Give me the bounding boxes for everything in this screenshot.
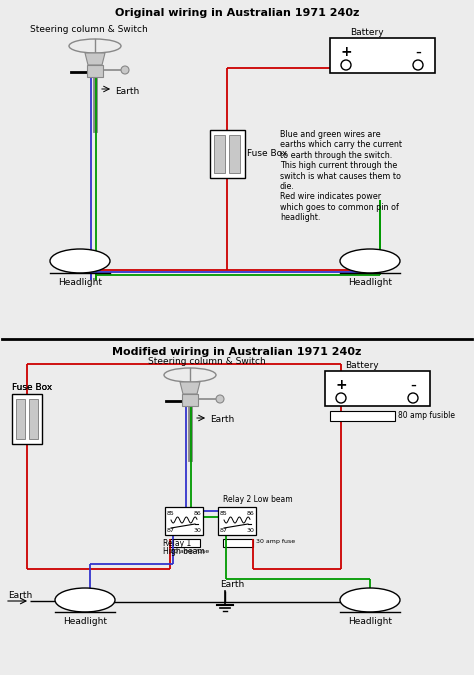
Bar [210, 130, 245, 178]
Text: Earth: Earth [210, 416, 234, 425]
Polygon shape [85, 53, 105, 65]
Bar [16, 399, 25, 439]
Text: 85: 85 [167, 511, 175, 516]
Text: Modified wiring in Australian 1971 240z: Modified wiring in Australian 1971 240z [112, 347, 362, 357]
Text: 30: 30 [246, 528, 254, 533]
Text: Battery: Battery [350, 28, 383, 37]
Bar [330, 38, 435, 73]
Ellipse shape [121, 66, 129, 74]
Ellipse shape [164, 368, 216, 382]
Polygon shape [180, 382, 200, 394]
Ellipse shape [50, 249, 110, 273]
Text: Headlight: Headlight [58, 278, 102, 287]
Text: 30 amp fuse: 30 amp fuse [256, 539, 295, 545]
Bar [87, 65, 103, 77]
Bar [170, 539, 200, 547]
Ellipse shape [340, 588, 400, 612]
Ellipse shape [340, 249, 400, 273]
Bar [12, 394, 42, 444]
Text: Battery: Battery [345, 361, 379, 370]
Bar [223, 539, 253, 547]
Text: 86: 86 [193, 511, 201, 516]
Bar [218, 507, 256, 535]
Ellipse shape [55, 588, 115, 612]
Text: High beam: High beam [163, 547, 205, 556]
Text: -: - [415, 43, 421, 61]
Bar [182, 394, 198, 406]
Text: Earth: Earth [8, 591, 32, 600]
Text: 30 amp fuse: 30 amp fuse [170, 549, 209, 554]
Text: Fuse Box: Fuse Box [247, 149, 287, 159]
Ellipse shape [69, 39, 121, 53]
Text: Steering column & Switch: Steering column & Switch [148, 357, 266, 366]
Text: Earth: Earth [115, 86, 139, 95]
Text: Steering column & Switch: Steering column & Switch [30, 25, 148, 34]
Text: Relay 2 Low beam: Relay 2 Low beam [223, 495, 292, 504]
Text: +: + [335, 378, 347, 392]
Bar [325, 371, 430, 406]
Text: 80 amp fusible: 80 amp fusible [398, 412, 455, 421]
Text: Blue and green wires are
earths which carry the current
to earth through the swi: Blue and green wires are earths which ca… [280, 130, 402, 222]
Text: Earth: Earth [220, 580, 244, 589]
Bar [165, 507, 203, 535]
Ellipse shape [341, 60, 351, 70]
Ellipse shape [336, 393, 346, 403]
Ellipse shape [408, 393, 418, 403]
Text: +: + [340, 45, 352, 59]
Text: -: - [410, 376, 416, 394]
Bar [214, 135, 225, 173]
Text: 87: 87 [220, 528, 228, 533]
Text: 87: 87 [167, 528, 175, 533]
Text: Fuse Box: Fuse Box [12, 383, 52, 392]
Ellipse shape [216, 395, 224, 403]
Text: 86: 86 [246, 511, 254, 516]
Text: Relay 1: Relay 1 [163, 539, 191, 548]
Bar [29, 399, 38, 439]
Text: Fuse Box: Fuse Box [12, 383, 52, 392]
Ellipse shape [413, 60, 423, 70]
Text: Original wiring in Australian 1971 240z: Original wiring in Australian 1971 240z [115, 8, 359, 18]
Text: 85: 85 [220, 511, 228, 516]
Bar [229, 135, 240, 173]
Text: Headlight: Headlight [348, 278, 392, 287]
Text: Headlight: Headlight [348, 617, 392, 626]
Text: 30: 30 [193, 528, 201, 533]
Text: Headlight: Headlight [63, 617, 107, 626]
Bar [330, 411, 395, 421]
